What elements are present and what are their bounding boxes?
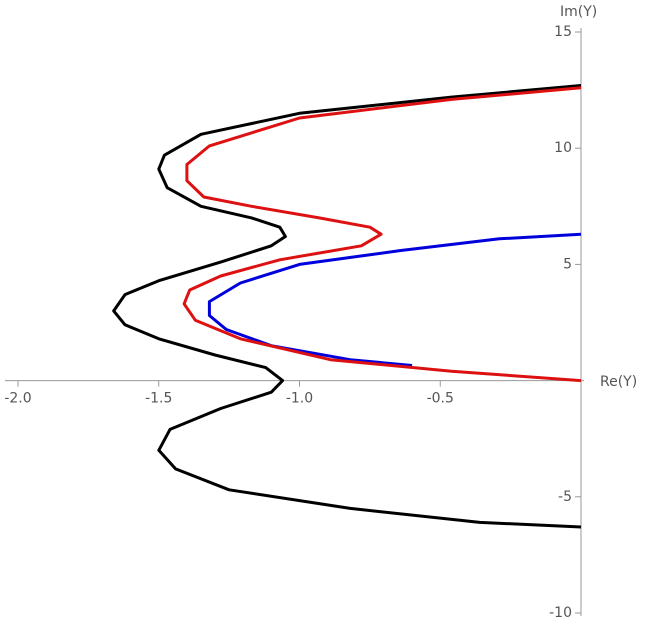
x-tick-label: -0.5 xyxy=(427,391,454,407)
y-tick-label: 15 xyxy=(554,24,572,40)
curve xyxy=(207,232,582,367)
y-axis-label: Im(Y) xyxy=(560,4,597,20)
x-axis-label: Re(Y) xyxy=(600,374,637,390)
x-tick-label: -1.5 xyxy=(145,391,172,407)
curve xyxy=(182,86,582,383)
x-tick-label: -1.0 xyxy=(286,391,313,407)
y-tick-label: 5 xyxy=(563,256,572,272)
y-tick-label: -10 xyxy=(549,605,572,621)
y-tick-label: -5 xyxy=(558,489,572,505)
x-tick-label: -2.0 xyxy=(4,391,31,407)
curve xyxy=(112,84,582,529)
y-tick-label: 10 xyxy=(554,140,572,156)
